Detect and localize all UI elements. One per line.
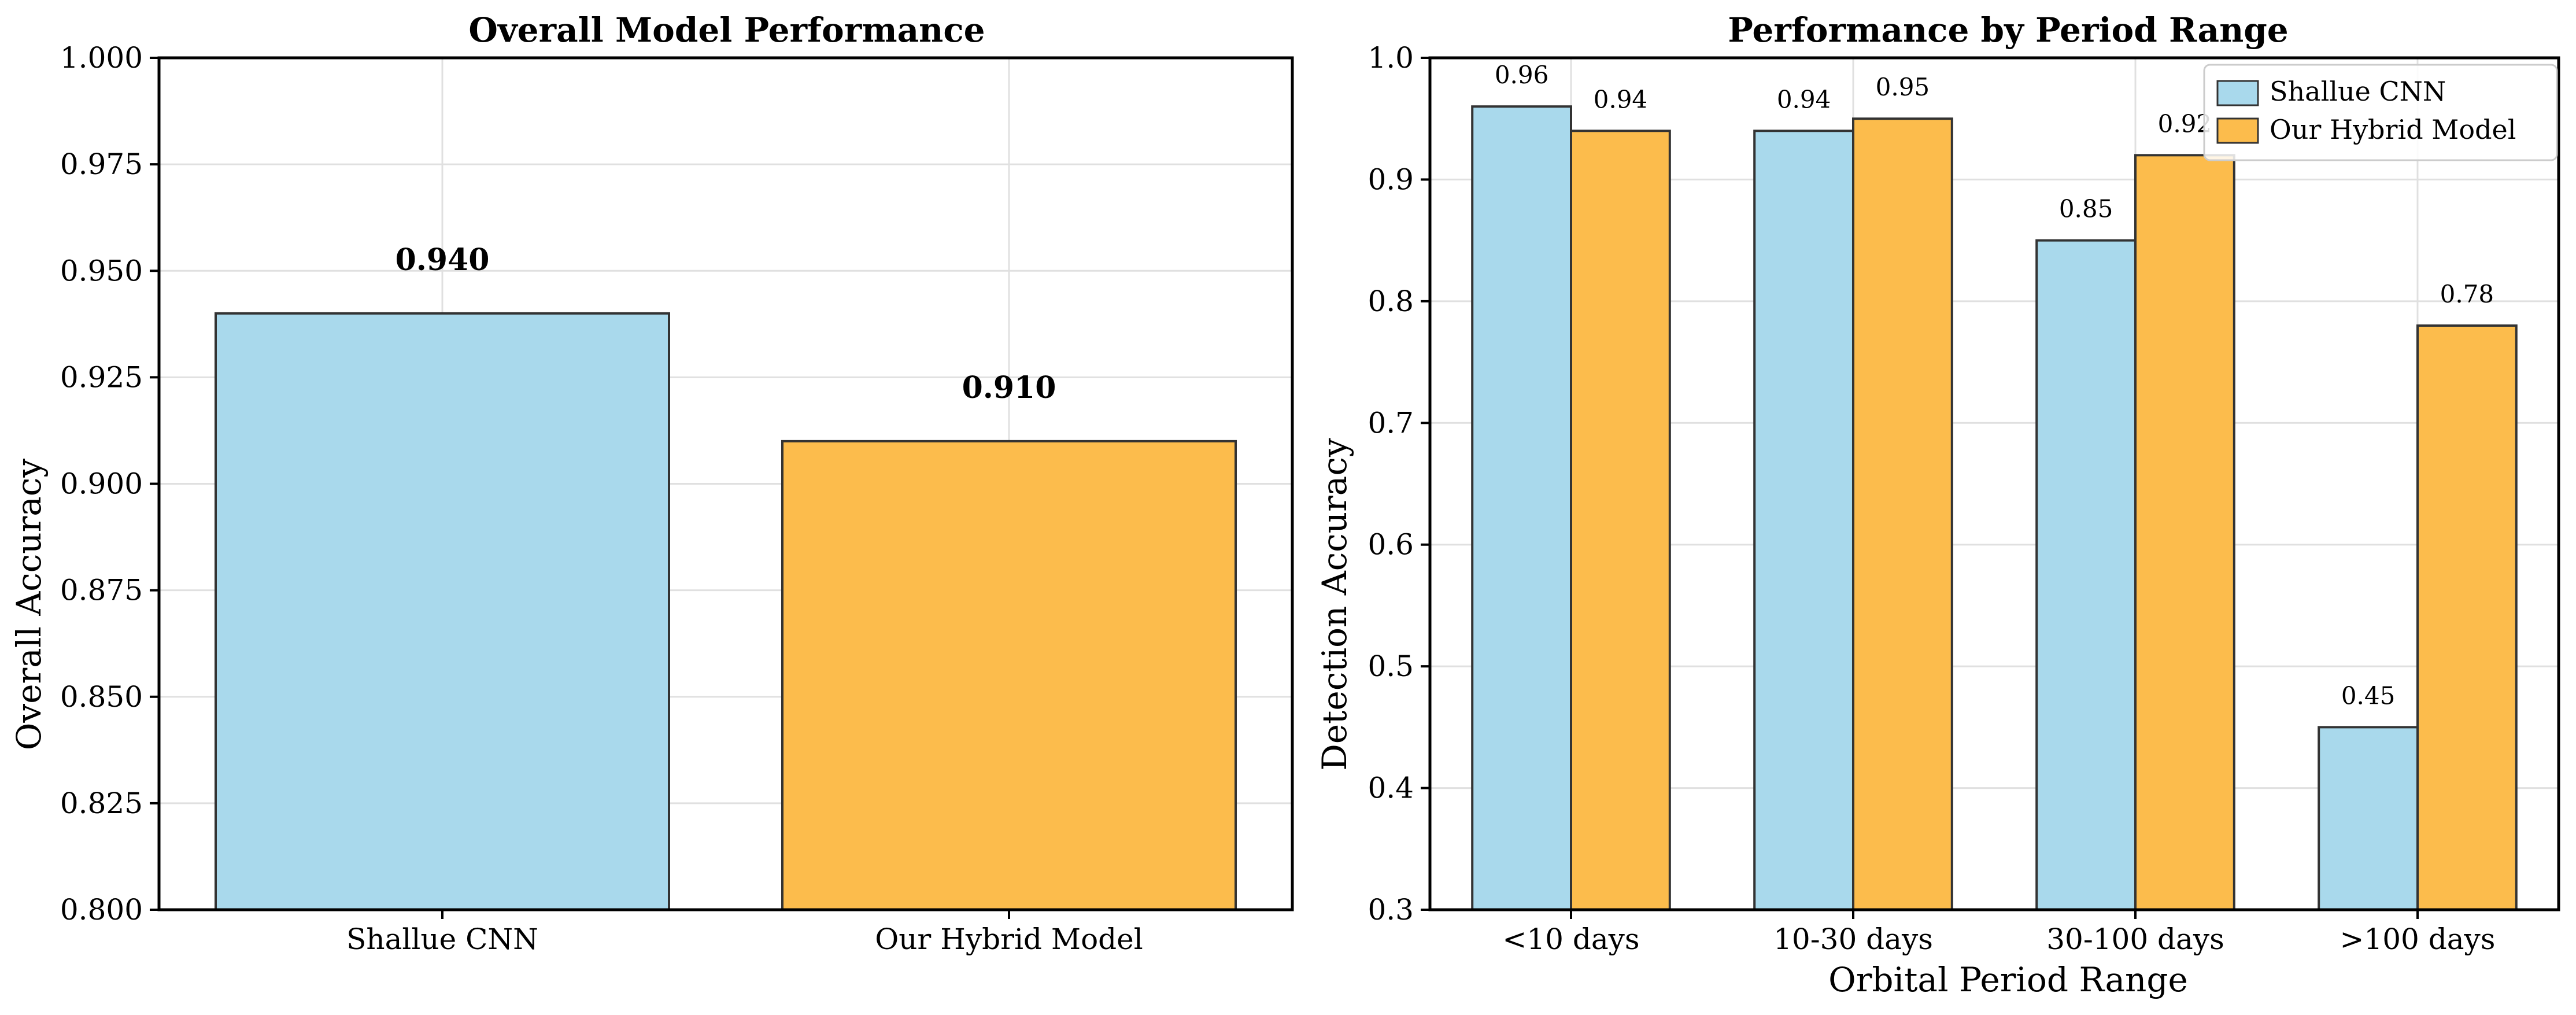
value-label-our-hybrid-model-10-days: 0.94 <box>1594 85 1648 113</box>
legend: Shallue CNN Our Hybrid Model <box>2203 64 2558 161</box>
bar-shallue-cnn-10-days <box>1471 105 1572 911</box>
left-value-labels: 0.940 0.910 <box>396 242 1056 405</box>
x-tick-label: 10-30 days <box>1773 922 1933 956</box>
value-label-our-hybrid-model-10-30-days: 0.95 <box>1876 73 1930 101</box>
right-value-labels: 0.96 0.94 0.94 0.95 0.85 0.92 0.45 0.78 <box>1495 61 2494 710</box>
left-y-ticks: 0.800 0.825 0.850 0.875 0.900 0.925 0.950 0.975… <box>60 41 159 927</box>
x-tick-label: Shallue CNN <box>346 922 538 956</box>
bar-our-hybrid-model-30-100-days <box>2134 154 2235 911</box>
right-chart-title: Performance by Period Range <box>1728 10 2288 50</box>
y-tick-label: 0.800 <box>60 893 143 927</box>
bar-our-hybrid-model-10-days <box>1570 130 1671 911</box>
bar-shallue-cnn <box>215 312 670 911</box>
y-tick-label: 0.825 <box>60 787 143 820</box>
y-tick-label: 0.900 <box>60 467 143 501</box>
x-tick-label: <10 days <box>1502 922 1639 956</box>
x-tick-label: 30-100 days <box>2046 922 2224 956</box>
bar-our-hybrid-model <box>781 440 1237 911</box>
y-tick-label: 1.000 <box>60 41 143 75</box>
right-x-axis-label: Orbital Period Range <box>1828 960 2188 999</box>
y-tick-label: 0.5 <box>1368 649 1414 683</box>
y-tick-label: 0.7 <box>1368 406 1414 440</box>
y-tick-label: 0.3 <box>1368 893 1414 927</box>
y-tick-label: 0.975 <box>60 147 143 181</box>
y-tick-label: 0.950 <box>60 254 143 287</box>
legend-label-our-hybrid-model: Our Hybrid Model <box>2270 114 2516 145</box>
x-tick-label: Our Hybrid Model <box>875 922 1143 956</box>
legend-label-shallue-cnn: Shallue CNN <box>2270 76 2446 107</box>
right-bars <box>1471 105 2518 911</box>
left-x-ticks: Shallue CNN Our Hybrid Model <box>346 910 1143 956</box>
right-y-ticks: 0.3 0.4 0.5 0.6 0.7 0.8 0.9 1.0 <box>1368 41 1430 927</box>
value-label-shallue-cnn-10-days: 0.96 <box>1495 61 1549 89</box>
bar-shallue-cnn-30-100-days <box>2035 239 2137 911</box>
value-label-our-hybrid-model-30-100-days: 0.92 <box>2158 109 2212 138</box>
right-y-axis-label: Detection Accuracy <box>1315 438 1354 771</box>
value-label-shallue-cnn-100-days: 0.45 <box>2341 681 2396 710</box>
legend-swatch-shallue-cnn <box>2216 80 2259 106</box>
bar-shallue-cnn-10-30-days <box>1753 130 1854 911</box>
right-x-ticks: <10 days 10-30 days 30-100 days >100 days <box>1502 910 2495 956</box>
legend-box <box>2203 64 2558 161</box>
left-bars <box>215 312 1237 911</box>
x-tick-label: >100 days <box>2340 922 2496 956</box>
left-chart-title: Overall Model Performance <box>468 10 985 50</box>
bar-shallue-cnn-100-days <box>2318 726 2419 911</box>
y-tick-label: 0.4 <box>1368 772 1414 805</box>
right-axes-frame <box>1428 56 2560 911</box>
value-label-our-hybrid-model: 0.910 <box>962 370 1056 405</box>
value-label-shallue-cnn-10-30-days: 0.94 <box>1777 85 1831 113</box>
value-label-our-hybrid-model-100-days: 0.78 <box>2440 280 2494 308</box>
overall-performance-chart: 0.800 0.825 0.850 0.875 0.900 0.925 0.950 0.975… <box>9 10 1294 956</box>
bar-our-hybrid-model-10-30-days <box>1852 117 1953 911</box>
left-y-axis-label: Overall Accuracy <box>9 459 49 750</box>
period-range-chart: 0.3 0.4 0.5 0.6 0.7 0.8 0.9 1.0 <10 days 10-30 d… <box>1315 10 2560 999</box>
value-label-shallue-cnn-30-100-days: 0.85 <box>2059 195 2113 223</box>
y-tick-label: 0.875 <box>60 574 143 607</box>
y-tick-label: 0.8 <box>1368 285 1414 318</box>
value-label-shallue-cnn: 0.940 <box>396 242 490 278</box>
y-tick-label: 1.0 <box>1368 41 1414 75</box>
bar-our-hybrid-model-100-days <box>2416 324 2518 911</box>
y-tick-label: 0.850 <box>60 680 143 714</box>
legend-swatch-our-hybrid-model <box>2216 117 2259 144</box>
y-tick-label: 0.925 <box>60 360 143 394</box>
y-tick-label: 0.9 <box>1368 163 1414 196</box>
y-tick-label: 0.6 <box>1368 528 1414 562</box>
